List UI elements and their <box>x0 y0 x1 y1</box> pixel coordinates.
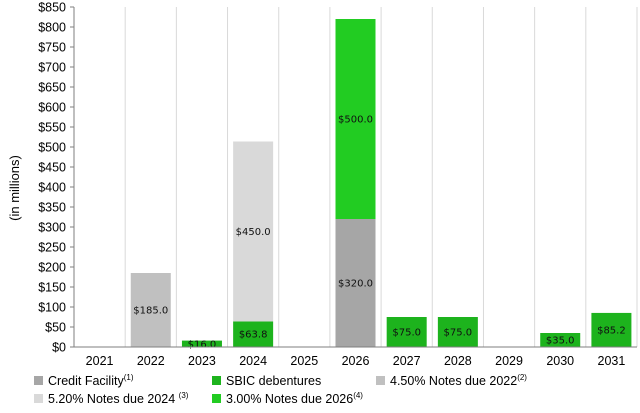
legend-label: 5.20% Notes due 2024 (3) <box>48 391 189 406</box>
bar-segment <box>335 19 376 219</box>
y-tick-label: $0 <box>52 341 66 355</box>
bar-segment <box>386 317 427 347</box>
legend-swatch <box>34 394 43 403</box>
y-tick-label: $200 <box>38 261 66 275</box>
y-tick-label: $850 <box>38 1 66 15</box>
bar-segment <box>130 273 171 347</box>
y-tick-label: $400 <box>38 181 66 195</box>
x-tick-label: 2021 <box>86 354 114 368</box>
y-tick-label: $650 <box>38 81 66 95</box>
bar-segment <box>591 312 632 347</box>
axes: $0 $50 $100 $150 $200 $250 $300 $350 $400 $450 $50… <box>38 1 637 368</box>
bar-segment <box>233 141 274 322</box>
y-tick-label: $500 <box>38 141 66 155</box>
legend-swatch <box>34 376 43 385</box>
x-tick-label: 2030 <box>546 354 574 368</box>
category-gridlines <box>73 7 638 347</box>
x-tick-label: 2028 <box>444 354 472 368</box>
data-label: $16.0 <box>188 339 217 350</box>
bar-segment <box>540 333 581 347</box>
y-tick-label: $750 <box>38 41 66 55</box>
legend: Credit Facility(1) SBIC debentures 4.50% N… <box>34 373 527 406</box>
x-tick-label: 2025 <box>290 354 318 368</box>
data-label: $450.0 <box>236 227 271 238</box>
x-tick-label: 2023 <box>188 354 216 368</box>
y-tick-label: $50 <box>45 321 66 335</box>
data-label: $185.0 <box>133 306 168 317</box>
bar-segment <box>181 340 222 347</box>
bar-segment <box>335 219 376 347</box>
x-tick-label: 2027 <box>393 354 421 368</box>
y-tick-label: $550 <box>38 121 66 135</box>
x-tick-label: 2024 <box>239 354 267 368</box>
legend-item: 4.50% Notes due 2022(2) <box>376 373 527 388</box>
data-label: $75.0 <box>392 328 421 339</box>
y-tick-label: $700 <box>38 61 66 75</box>
x-tick-label: 2022 <box>137 354 165 368</box>
bar-segment <box>233 321 274 347</box>
legend-item: Credit Facility(1) <box>34 373 134 388</box>
bars <box>130 19 632 347</box>
data-label: $500.0 <box>338 115 373 126</box>
legend-item: SBIC debentures <box>212 374 321 388</box>
y-tick-label: $450 <box>38 161 66 175</box>
y-tick-label: $100 <box>38 301 66 315</box>
legend-item: 5.20% Notes due 2024 (3) <box>34 391 189 406</box>
data-label: $85.2 <box>597 325 626 336</box>
y-tick-label: $600 <box>38 101 66 115</box>
data-label: $75.0 <box>444 328 473 339</box>
legend-label: SBIC debentures <box>226 374 321 388</box>
data-labels: $185.0 $16.0 $63.8 $450.0 $320.0 $500.0 $75.0 $… <box>133 115 625 351</box>
y-tick-label: $350 <box>38 201 66 215</box>
y-tick-label: $300 <box>38 221 66 235</box>
x-tick-label: 2026 <box>342 354 370 368</box>
data-label: $63.8 <box>239 330 268 341</box>
legend-swatch <box>212 376 221 385</box>
x-tick-label: 2029 <box>495 354 523 368</box>
legend-item: 3.00% Notes due 2026(4) <box>212 391 363 406</box>
legend-label: Credit Facility(1) <box>48 373 134 388</box>
legend-swatch <box>212 394 221 403</box>
bar-segment <box>437 317 478 347</box>
data-label: $320.0 <box>338 279 373 290</box>
legend-label: 3.00% Notes due 2026(4) <box>226 391 363 406</box>
x-tick-label: 2031 <box>598 354 626 368</box>
legend-label: 4.50% Notes due 2022(2) <box>390 373 527 388</box>
y-axis-title: (in millions) <box>7 155 22 221</box>
y-tick-label: $150 <box>38 281 66 295</box>
y-tick-label: $800 <box>38 21 66 35</box>
data-label: $35.0 <box>546 336 575 347</box>
legend-swatch <box>376 376 385 385</box>
y-tick-label: $250 <box>38 241 66 255</box>
